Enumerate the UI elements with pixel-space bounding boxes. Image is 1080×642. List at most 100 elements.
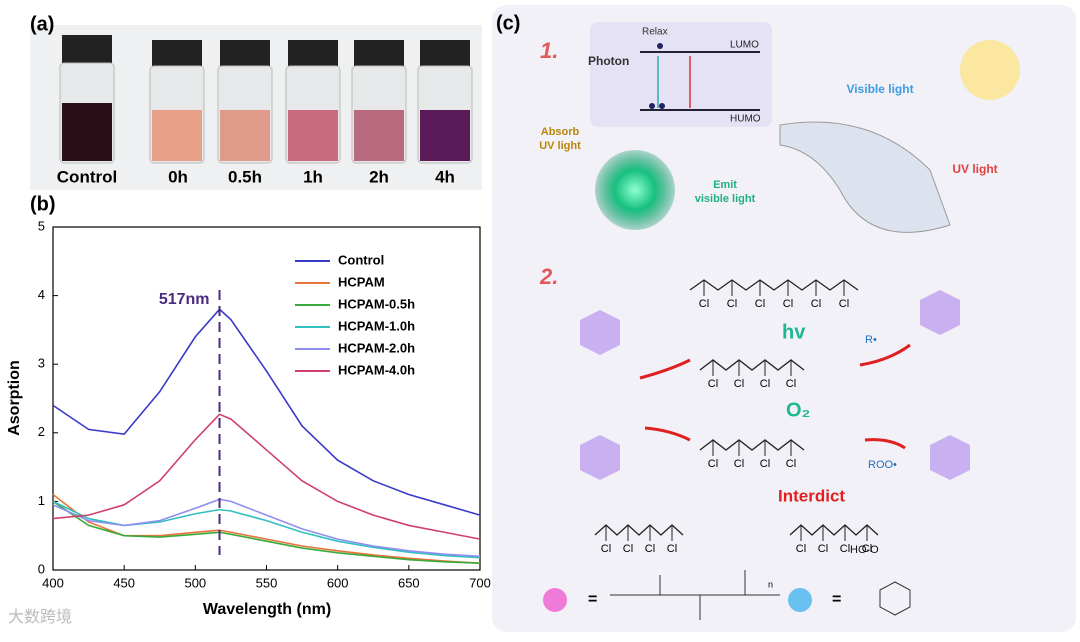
electron: [659, 103, 665, 109]
legend-label: HCPAM-0.5h: [338, 296, 415, 311]
plot-frame: [52, 226, 481, 571]
structure: [610, 570, 780, 620]
text: HO-O: [850, 544, 879, 556]
panel-label: (b): [30, 193, 56, 215]
chains: Cl Cl Cl Cl Cl Cl Cl Cl Cl Cl Cl Cl Cl Cl Cl Cl Cl Cl Cl Cl…: [594, 279, 879, 555]
amine-bead: [543, 588, 567, 612]
chain-label: Cl: [786, 378, 796, 390]
text: =: [832, 591, 841, 608]
vial: [149, 40, 205, 164]
arrow: [864, 438, 906, 450]
text: HUMO: [730, 114, 761, 125]
vial: [217, 40, 273, 164]
legend-label: HCPAM: [338, 274, 385, 289]
chain-label: Cl: [755, 298, 765, 310]
y-tick-label: 3: [38, 356, 45, 371]
chain-label: Cl: [862, 543, 872, 555]
quantum-dot: [595, 150, 675, 230]
chain-label: Cl: [783, 298, 793, 310]
electron: [649, 103, 655, 109]
x-tick-label: 550: [256, 575, 278, 590]
chain-label: Cl: [708, 458, 718, 470]
arrow: [644, 426, 691, 442]
ring: [580, 435, 620, 480]
vial-label: Control: [57, 167, 117, 186]
vial: [59, 35, 115, 164]
x-tick-label: 500: [184, 575, 206, 590]
text: LUMO: [730, 40, 759, 51]
chain: [789, 524, 879, 536]
arrow: [639, 358, 691, 380]
vial: [417, 40, 473, 164]
text: Visible light: [846, 82, 913, 96]
imidazole-bead: [788, 588, 812, 612]
series-line: [52, 498, 481, 558]
chain-label: Cl: [667, 543, 677, 555]
watermark: 大数跨境: [8, 607, 72, 626]
x-tick-label: 650: [398, 575, 420, 590]
chain-label: Cl: [623, 543, 633, 555]
text: O₂: [786, 399, 810, 421]
ring: [580, 310, 620, 355]
annotation: 517nm: [159, 291, 210, 308]
chain-label: Cl: [760, 378, 770, 390]
sun: [960, 40, 1020, 100]
y-axis-label: Asorption: [6, 360, 23, 436]
vial-label: 4h: [435, 167, 455, 186]
vial-label: 1h: [303, 167, 323, 186]
vial-label: 0.5h: [228, 167, 262, 186]
x-tick-label: 400: [42, 575, 64, 590]
chain-label: Cl: [699, 298, 709, 310]
chain-label: Cl: [734, 458, 744, 470]
text: UV light: [952, 162, 997, 176]
chain: [699, 439, 805, 451]
arrow: [859, 343, 911, 367]
vial: [285, 40, 341, 164]
energy-box: [590, 22, 772, 127]
y-tick-label: 1: [38, 493, 45, 508]
text: visible light: [695, 193, 756, 205]
vial: [351, 40, 407, 164]
vial-label: 0h: [168, 167, 188, 186]
chain-label: Cl: [708, 378, 718, 390]
chain-label: Cl: [645, 543, 655, 555]
legend-label: Control: [338, 252, 384, 267]
series-line: [52, 500, 481, 559]
chain-label: Cl: [727, 298, 737, 310]
series-line: [52, 500, 481, 564]
step-label: 1.: [540, 38, 558, 63]
text: Photon: [588, 54, 629, 68]
chain: [689, 279, 859, 291]
panel-label: (a): [30, 13, 54, 35]
x-axis-label: Wavelength (nm): [203, 601, 331, 618]
x-tick-label: 600: [327, 575, 349, 590]
series-line: [52, 308, 481, 516]
text: Absorb: [541, 126, 580, 138]
text: Relax: [642, 27, 668, 38]
legend-label: HCPAM-2.0h: [338, 340, 415, 355]
chain-label: Cl: [818, 543, 828, 555]
series-line: [52, 413, 481, 540]
y-tick-label: 0: [38, 561, 45, 576]
step-label: 2.: [539, 264, 558, 289]
panel-label: (c): [496, 12, 520, 34]
legend-label: HCPAM-4.0h: [338, 362, 415, 377]
chain: [699, 359, 805, 371]
chart: 400 450 500 550 600 650 700 0 1 2 3 4 5 Control HCPAM H…: [38, 218, 491, 590]
text: R•: [865, 334, 877, 346]
text: Interdict: [778, 486, 845, 505]
film: [779, 121, 951, 233]
text: UV light: [539, 140, 581, 152]
chain-label: Cl: [811, 298, 821, 310]
chain-label: Cl: [601, 543, 611, 555]
chain: [594, 524, 684, 536]
chain-label: Cl: [840, 543, 850, 555]
ring: [930, 435, 970, 480]
structure: [879, 581, 911, 616]
chain-label: Cl: [796, 543, 806, 555]
y-tick-label: 4: [38, 287, 45, 302]
text: Emit: [713, 179, 737, 191]
text: n: [768, 579, 773, 589]
y-tick-label: 2: [38, 424, 45, 439]
